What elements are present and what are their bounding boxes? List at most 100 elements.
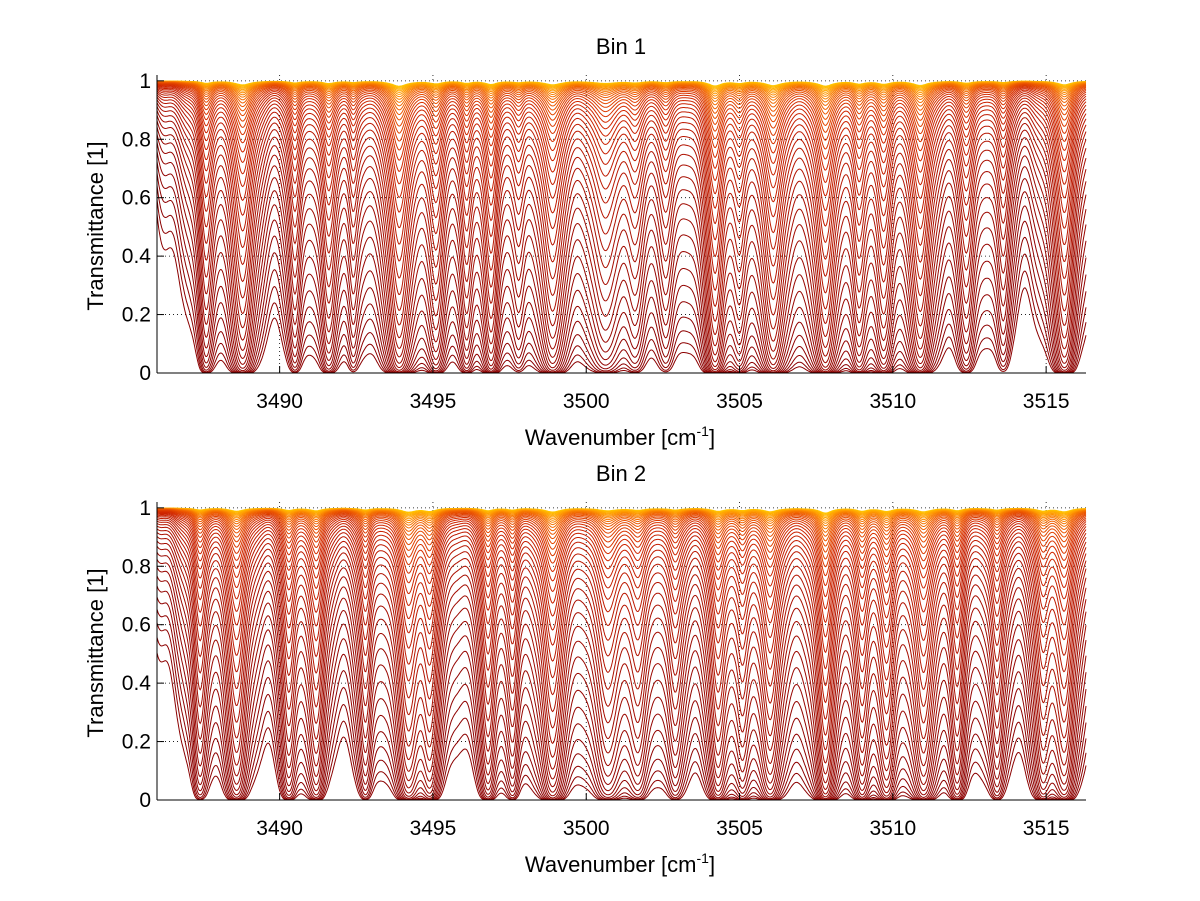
x-tick-label: 3505 <box>716 390 763 413</box>
x-tick-label: 3495 <box>410 390 457 413</box>
x-axis-label-text: Wavenumber [cm <box>525 852 697 877</box>
series-line <box>156 566 1087 800</box>
series-group <box>156 80 1087 374</box>
series-line <box>156 508 1087 533</box>
series-line <box>156 81 1087 107</box>
x-axis-label-close: ] <box>709 852 715 877</box>
series-line <box>156 120 1087 368</box>
y-axis-label: Transmittance [1] <box>83 568 108 737</box>
series-line <box>156 511 1087 587</box>
series-line <box>156 96 1087 311</box>
series-line <box>156 531 1087 764</box>
series-line <box>156 81 1087 115</box>
x-tick-label: 3515 <box>1023 390 1070 413</box>
series-line <box>156 609 1087 801</box>
x-tick-label: 3500 <box>563 390 610 413</box>
series-line <box>156 508 1087 537</box>
series-line <box>156 89 1087 245</box>
y-tick-label: 0 <box>139 789 151 812</box>
y-tick-label: 0.2 <box>122 304 151 327</box>
subplot-bin-1: Bin 1 3490 3495 3500 3505 3510 3515 0 0.2 0.4 0.6… <box>83 34 1087 450</box>
series-line <box>157 508 1087 530</box>
series-line <box>156 508 1087 542</box>
x-axis-label-text: Wavenumber [cm <box>525 425 697 450</box>
x-tick-label: 3515 <box>1023 817 1070 840</box>
series-line <box>156 522 1087 720</box>
series-line <box>156 525 1087 736</box>
series-line <box>156 82 1087 134</box>
y-tick-label: 1 <box>139 70 151 93</box>
series-line <box>156 185 1087 374</box>
series-line <box>156 82 1087 142</box>
series-line <box>156 86 1087 213</box>
series-line <box>156 213 1087 374</box>
subplot-bin-2: Bin 2 3490 3495 3500 3505 3510 3515 0 0.2 0.4 0.6… <box>83 461 1087 877</box>
y-tick-label: 0.6 <box>122 187 151 210</box>
series-line <box>156 552 1087 795</box>
series-line <box>156 512 1087 610</box>
series-line <box>157 509 1087 553</box>
series-line <box>156 535 1087 775</box>
series-line <box>156 558 1087 798</box>
y-tick-label: 0.8 <box>122 555 151 578</box>
series-line <box>156 622 1087 801</box>
series-line <box>156 161 1087 374</box>
x-axis-label-close: ] <box>709 425 715 450</box>
x-axis-label-superscript: -1 <box>697 423 710 439</box>
series-line <box>156 540 1087 784</box>
chart-title: Bin 1 <box>596 34 646 59</box>
series-line <box>156 511 1087 598</box>
x-tick-label: 3490 <box>256 390 303 413</box>
series-line <box>156 513 1087 624</box>
series-line <box>156 81 1087 121</box>
y-tick-label: 0.6 <box>122 614 151 637</box>
x-axis-label: Wavenumber [cm-1] <box>525 850 715 877</box>
plot-area: 3490 3495 3500 3505 3510 3515 0 0.2 0.4 0.6 0.8 1 <box>122 497 1087 840</box>
series-line <box>156 151 1087 374</box>
series-line <box>156 81 1087 111</box>
series-line <box>156 114 1087 364</box>
series-line <box>156 575 1087 800</box>
series-line <box>156 82 1087 127</box>
x-tick-label: 3495 <box>410 817 457 840</box>
series-line <box>156 133 1087 373</box>
series-line <box>156 141 1087 374</box>
series-line <box>156 87 1087 229</box>
series-line <box>156 528 1087 751</box>
series-line <box>157 508 1087 524</box>
series-line <box>156 83 1087 151</box>
series-line <box>156 90 1087 262</box>
y-tick-label: 0.4 <box>122 245 152 268</box>
series-line <box>156 83 1087 161</box>
x-tick-label: 3490 <box>256 817 303 840</box>
series-line <box>156 81 1087 100</box>
series-line <box>156 518 1087 687</box>
series-line <box>157 507 1087 522</box>
x-axis-label: Wavenumber [cm-1] <box>525 423 715 450</box>
x-tick-label: 3510 <box>869 390 916 413</box>
chart-title: Bin 2 <box>596 461 646 486</box>
x-tick-label: 3510 <box>869 817 916 840</box>
series-line <box>156 102 1087 339</box>
series-line <box>156 509 1087 560</box>
plot-area: 3490 3495 3500 3505 3510 3515 0 0.2 0.4 0.6 0.8 1 <box>122 70 1087 413</box>
y-tick-label: 0.4 <box>122 672 152 695</box>
series-line <box>156 198 1087 374</box>
series-line <box>156 507 1087 520</box>
y-tick-label: 0.2 <box>122 731 151 754</box>
series-line <box>156 585 1087 801</box>
series-line <box>156 515 1087 654</box>
series-line <box>156 514 1087 638</box>
series-line <box>156 106 1087 349</box>
x-axis-label-superscript: -1 <box>697 850 710 866</box>
series-line <box>156 85 1087 185</box>
y-tick-label: 0.8 <box>122 128 151 151</box>
series-line <box>156 510 1087 568</box>
x-tick-label: 3500 <box>563 817 610 840</box>
series-line <box>156 84 1087 172</box>
series-line <box>157 509 1087 547</box>
series-line <box>156 99 1087 326</box>
series-line <box>157 81 1087 103</box>
y-tick-label: 1 <box>139 497 151 520</box>
